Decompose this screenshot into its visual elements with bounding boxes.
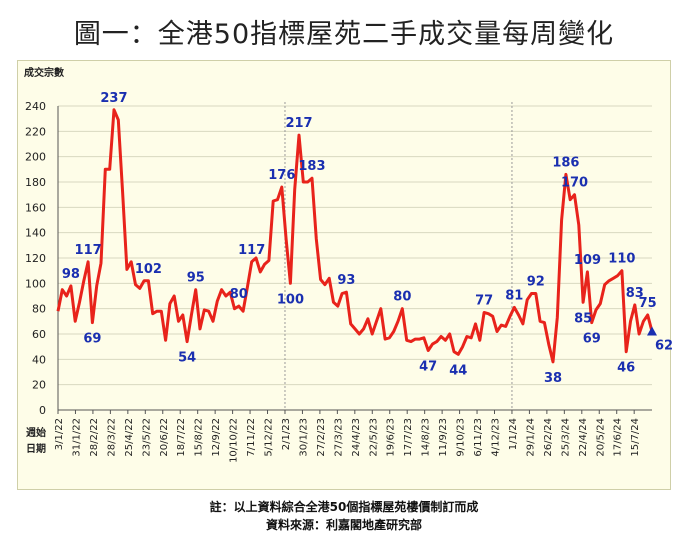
x-tick-label: 25/3/24 [560,418,571,457]
data-label: 110 [608,252,635,267]
y-tick-label: 20 [32,379,46,392]
y-tick-label: 240 [25,100,46,113]
data-label: 85 [574,311,592,326]
data-label: 77 [475,293,493,308]
x-tick-label: 22/5/23 [368,418,379,457]
data-label: 183 [298,159,325,174]
y-axis-title: 成交宗數 [24,66,64,79]
x-tick-label: 5/12/22 [264,418,275,457]
x-tick-label: 24/4/23 [351,418,362,457]
data-label: 95 [187,271,205,286]
data-label: 54 [178,351,196,366]
x-tick-label: 11/9/23 [438,418,449,457]
data-label: 38 [544,371,562,386]
x-tick-label: 20/6/22 [159,418,170,457]
data-label: 102 [135,262,162,277]
y-tick-label: 120 [25,252,46,265]
axis-layer: 0 20 40 60 80 100 120 140 160 180 200 220 240 3/1/22 3… [25,100,652,463]
data-label: 117 [75,243,102,258]
data-label: 83 [626,286,644,301]
x-tick-label: 19/6/23 [386,418,397,457]
data-label: 237 [100,91,127,106]
data-label: 69 [583,332,601,347]
x-tick-label: 27/2/23 [316,418,327,457]
x-tick-label: 18/7/22 [176,418,187,457]
data-label: 170 [561,176,588,191]
x-axis-title-line1: 週始 [26,426,46,439]
x-tick-label: 27/3/23 [333,418,344,457]
x-tick-label: 29/1/24 [525,418,536,457]
x-tick-label: 6/11/23 [473,418,484,457]
data-label: 117 [238,243,265,258]
data-label: 98 [62,267,80,282]
data-label: 186 [552,155,579,170]
y-tick-label: 0 [39,404,46,417]
x-tick-label: 20/5/24 [595,418,606,457]
data-label: 217 [285,116,312,131]
x-tick-label: 17/6/24 [613,418,624,457]
x-tick-label: 10/10/22 [229,418,240,463]
footnote: 註：以上資料綜合全港50個指標屋苑樓價制訂而成 [209,500,479,514]
y-tick-label: 160 [25,201,46,214]
data-label: 44 [449,363,467,378]
x-tick-label: 28/2/22 [89,418,100,457]
x-tick-label: 17/7/23 [403,418,414,457]
x-tick-label: 28/3/22 [106,418,117,457]
data-label: 92 [527,274,545,289]
y-tick-label: 80 [32,303,46,316]
last-point-marker [647,326,657,336]
x-tick-label: 23/5/22 [141,418,152,457]
grid-layer [58,102,652,411]
x-tick-label: 31/1/22 [71,418,82,457]
x-tick-label: 25/4/22 [124,418,135,457]
data-label: 100 [277,292,304,307]
data-label: 81 [505,288,523,303]
x-tick-label: 3/1/22 [54,418,65,450]
x-tick-label: 26/2/24 [543,418,554,457]
data-label: 69 [83,332,101,347]
x-tick-label: 14/8/23 [421,418,432,457]
data-label: 62 [655,338,673,353]
x-tick-label: 4/12/23 [491,418,502,457]
y-tick-label: 40 [32,353,46,366]
data-label: 109 [574,253,601,268]
y-tick-label: 220 [25,125,46,138]
data-label: 176 [268,168,295,183]
x-tick-label: 7/11/22 [246,418,257,457]
x-tick-label: 30/1/23 [298,418,309,457]
y-tick-label: 100 [25,277,46,290]
series-line [56,108,654,364]
x-tick-label: 12/9/22 [211,418,222,457]
x-tick-label: 15/7/24 [630,418,641,457]
data-label: 80 [393,290,411,305]
x-tick-label: 15/8/22 [194,418,205,457]
data-label: 93 [337,273,355,288]
y-tick-label: 140 [25,227,46,240]
series-layer [56,108,657,364]
y-tick-label: 200 [25,151,46,164]
x-tick-label: 22/4/24 [578,418,589,457]
y-tick-label: 180 [25,176,46,189]
x-tick-label: 1/1/24 [508,418,519,450]
x-axis-title-line2: 日期 [26,442,46,455]
x-tick-label: 9/10/23 [456,418,467,457]
data-label-layer: 117 69 98 237 102 54 95 80 117 176 100 217 183 93 80 47… [62,91,673,386]
y-tick-label: 60 [32,328,46,341]
source-note: 資料來源：利嘉閣地產研究部 [265,518,422,532]
data-label: 80 [230,287,248,302]
x-tick-label: 2/1/23 [281,418,292,450]
data-label: 46 [617,361,635,376]
chart-title: 圖一：全港50指標屋苑二手成交量每周變化 [73,19,615,50]
data-label: 47 [419,359,437,374]
data-label: 75 [639,296,657,311]
